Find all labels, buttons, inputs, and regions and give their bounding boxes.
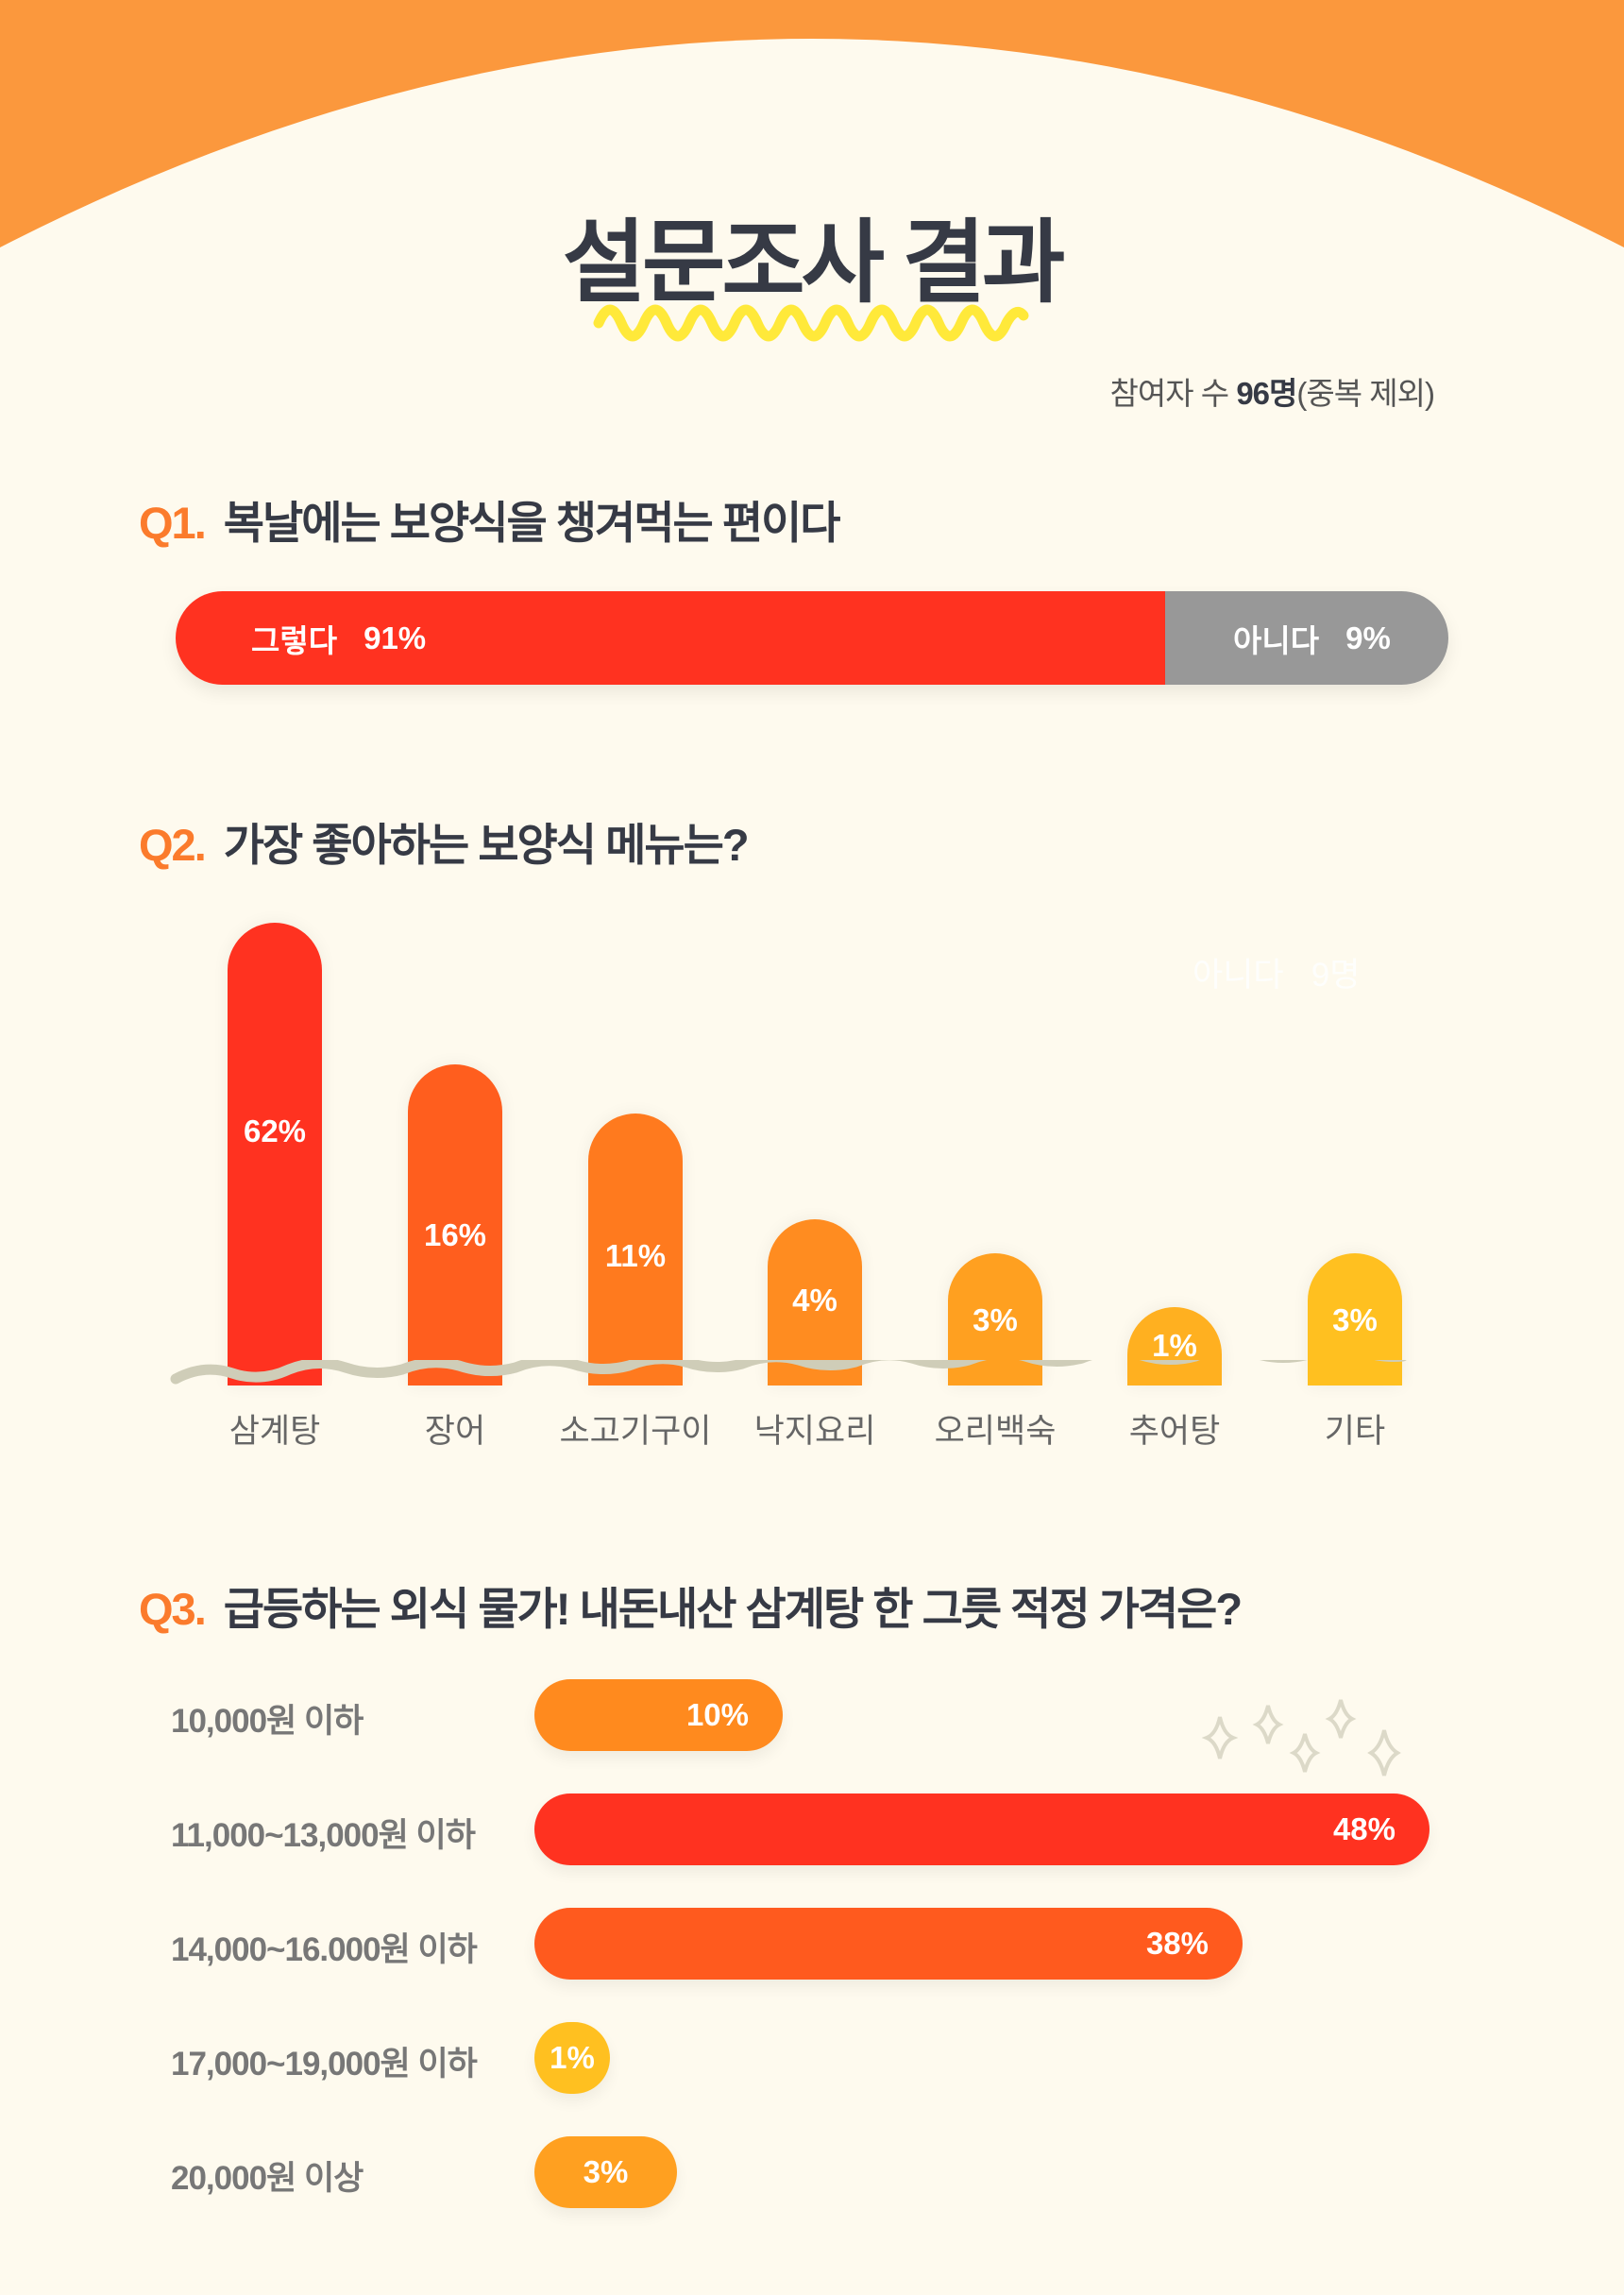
wavy-baseline — [170, 1360, 1407, 1385]
participant-count: 참여자 수 96명(중복 제외) — [1109, 368, 1435, 414]
bar-value-label: 10% — [685, 1697, 749, 1732]
bar-value-label: 3% — [1332, 1302, 1378, 1337]
x-axis-label: 소고기구이 — [559, 1413, 712, 1450]
participants-value: 96명 — [1236, 376, 1297, 411]
ghost-value: 9명 — [1311, 957, 1361, 994]
q1-number: Q1. — [139, 498, 207, 548]
hbar-3: 38% — [534, 1908, 1243, 1980]
hbar-1: 10% — [534, 1679, 783, 1751]
bar-1: 62% — [228, 923, 322, 1386]
q3-question: 급등하는 외식 물가! 내돈내산 삼계탕 한 그릇 적정 가격은? — [223, 1584, 1243, 1634]
bar-7: 3% — [1308, 1253, 1402, 1386]
x-axis-label: 삼계탕 — [228, 1413, 321, 1450]
bar-value-label: 16% — [423, 1217, 487, 1252]
q1-yes-value: 91% — [364, 620, 427, 655]
q1-yes-segment: 그렇다 91% — [176, 591, 1165, 685]
bar-value-label: 4% — [792, 1283, 837, 1318]
bar-value-label: 11% — [604, 1238, 667, 1273]
bar-value-label: 3% — [583, 2154, 629, 2189]
row-label: 11,000~13,000원 이하 — [171, 1817, 476, 1854]
bar-value-label: 48% — [1332, 1811, 1396, 1846]
q1-question: 복날에는 보양식을 챙겨먹는 편이다 — [223, 498, 841, 548]
q3-number: Q3. — [139, 1584, 207, 1634]
q1-no-segment: 아니다 9% — [1165, 591, 1448, 685]
row-label: 20,000원 이상 — [171, 2160, 364, 2197]
q1-yes-label: 그렇다 — [251, 622, 338, 658]
q2-question: 가장 좋아하는 보양식 메뉴는? — [223, 820, 750, 870]
x-axis-label: 기타 — [1324, 1413, 1386, 1450]
x-axis-label: 장어 — [424, 1413, 486, 1450]
bar-value-label: 38% — [1145, 1926, 1209, 1961]
q3-heading: Q3. 급등하는 외식 물가! 내돈내산 삼계탕 한 그릇 적정 가격은? — [139, 1572, 1243, 1638]
bar-value-label: 3% — [973, 1302, 1018, 1337]
q1-stacked-bar: 그렇다 91% 아니다 9% — [176, 591, 1448, 685]
row-label: 17,000~19,000원 이하 — [171, 2046, 478, 2082]
row-label: 10,000원 이하 — [171, 1703, 364, 1740]
row-label: 14,000~16.000원 이하 — [171, 1931, 478, 1968]
faint-ghost-text: 아니다 9명 — [1193, 948, 1360, 996]
x-axis-label: 낙지요리 — [753, 1413, 876, 1450]
q2-number: Q2. — [139, 820, 207, 870]
hbar-4: 1% — [534, 2022, 610, 2094]
bar-2: 16% — [408, 1064, 502, 1386]
bar-value-label: 62% — [243, 1114, 307, 1148]
bar-4: 4% — [768, 1219, 862, 1386]
page-title: 설문조사 결과 — [562, 212, 1066, 314]
cream-arc — [0, 39, 1624, 378]
q1-heading: Q1. 복날에는 보양식을 챙겨먹는 편이다 — [139, 486, 841, 552]
x-axis-label: 오리백숙 — [934, 1413, 1057, 1450]
wavy-underline — [593, 304, 1029, 342]
participants-label: 참여자 수 — [1109, 376, 1237, 411]
participants-note: (중복 제외) — [1296, 376, 1435, 411]
q1-no-label: 아니다 — [1233, 622, 1320, 658]
bar-value-label: 1% — [1152, 1328, 1197, 1363]
q1-no-value: 9% — [1345, 620, 1391, 655]
bar-6: 1% — [1127, 1307, 1222, 1386]
bar-3: 11% — [588, 1114, 683, 1386]
x-axis-label: 추어탕 — [1128, 1413, 1221, 1450]
hbar-2: 48% — [534, 1794, 1429, 1865]
ghost-label: 아니다 — [1193, 957, 1284, 994]
q2-heading: Q2. 가장 좋아하는 보양식 메뉴는? — [139, 808, 750, 874]
bar-value-label: 1% — [550, 2040, 595, 2075]
hbar-5: 3% — [534, 2136, 677, 2208]
sparkles-icon — [1201, 1699, 1401, 1776]
